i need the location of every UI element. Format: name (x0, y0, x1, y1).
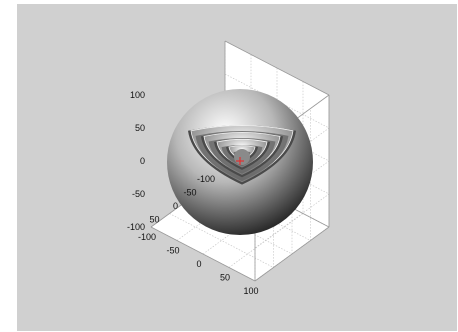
x-tick-label: 50 (220, 273, 230, 283)
z-tick-label: -50 (132, 189, 145, 199)
grid-line-x (202, 68, 278, 255)
core-sphere (234, 149, 250, 165)
grid-line-x (228, 81, 304, 268)
box-edge (150, 226, 256, 282)
z-tick-label: 50 (135, 123, 145, 133)
x-tick-label: -100 (138, 232, 156, 242)
z-tick-label: 100 (130, 90, 145, 100)
z-tick-label: 0 (140, 156, 145, 166)
x-tick-label: -50 (166, 246, 179, 256)
z-tick-label: -100 (127, 222, 145, 232)
y-tick-label: 50 (149, 215, 159, 225)
x-tick-label: 0 (196, 259, 201, 269)
box-edge (224, 40, 330, 96)
center-marker (236, 157, 244, 165)
x-tick-label: 100 (243, 286, 258, 296)
y-tick-label: 0 (173, 201, 178, 211)
box-edge (254, 226, 330, 282)
y-tick-label: -50 (183, 188, 196, 198)
y-tick-label: -100 (197, 174, 215, 184)
